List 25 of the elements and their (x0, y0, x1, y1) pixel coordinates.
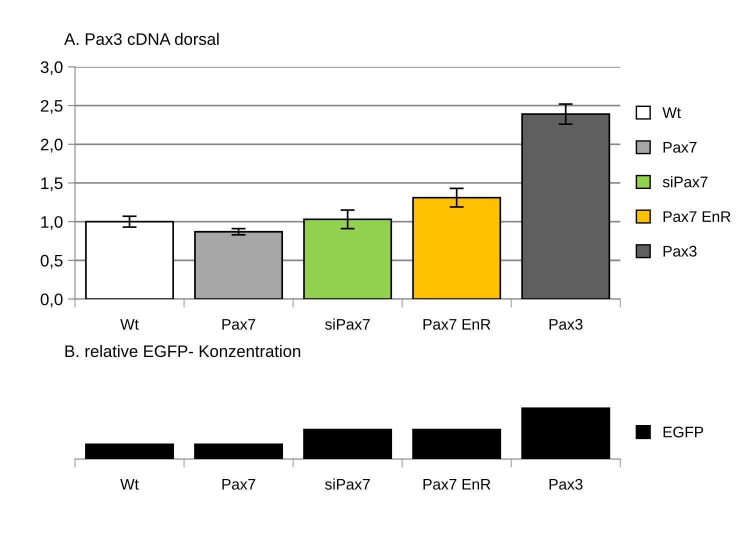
y-tick-label: 0,5 (40, 254, 62, 269)
chart-title: B. relative EGFP- Konzentration (65, 344, 300, 358)
x-tick-label: Wt (120, 319, 139, 330)
y-tick-label: 0,0 (40, 293, 63, 308)
text: EGFP (664, 426, 704, 438)
x-tick-label: siPax7 (325, 318, 370, 330)
legend-label: siPax7 (662, 176, 708, 188)
y-tick-label: 2,5 (40, 100, 62, 114)
y-tick-label: 2,0 (40, 138, 63, 152)
x-tick-label: siPax7 (325, 478, 370, 490)
legend-label: Pax7 (664, 142, 696, 153)
x-tick-label: Pax3 (550, 318, 582, 330)
y-tick-label: 1,0 (41, 216, 63, 230)
chart-title: A. Pax3 cDNA dorsal (64, 32, 219, 46)
x-tick-label: Wt (120, 479, 139, 490)
x-tick-label: Pax7 EnR (424, 319, 490, 330)
legend-label: Pax3 (664, 246, 697, 257)
y-tick-label: 3,0 (40, 61, 63, 76)
x-tick-label: Pax7 (222, 479, 256, 490)
legend-label: Wt (662, 107, 681, 118)
x-tick-label: Pax7 EnR (424, 479, 490, 490)
y-tick-label: 1,5 (41, 178, 62, 192)
x-tick-label: Pax3 (550, 478, 582, 490)
x-tick-label: Pax7 (222, 319, 256, 330)
legend-label: Pax7 EnR (664, 211, 730, 222)
